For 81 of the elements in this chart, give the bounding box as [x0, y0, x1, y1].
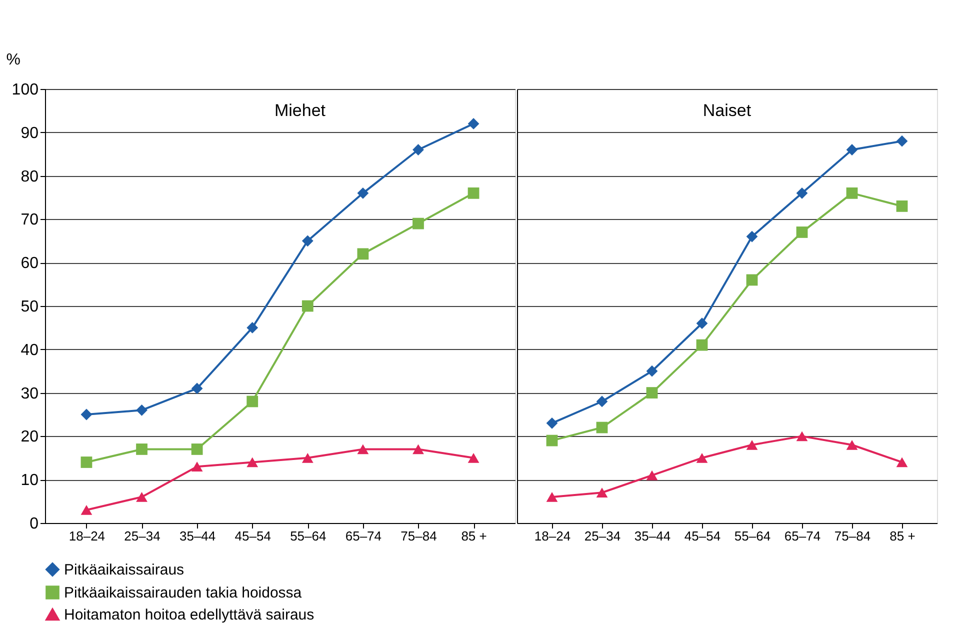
x-tick-label: 18–24 [534, 528, 571, 544]
point [646, 365, 658, 377]
point [796, 431, 808, 442]
y-tick-label: 70 [20, 212, 39, 229]
point [136, 404, 148, 416]
point [596, 422, 608, 434]
y-tick-label: 40 [20, 342, 39, 359]
point [246, 457, 258, 468]
y-axis-title: % [6, 52, 20, 68]
y-tick-label: 80 [20, 168, 39, 186]
x-tick-label: 45–54 [684, 528, 721, 544]
point [846, 144, 858, 156]
point [412, 144, 424, 156]
point [468, 187, 480, 199]
y-tick-label: 50 [20, 298, 39, 316]
point [696, 318, 708, 330]
x-tick-label: 65–74 [345, 528, 382, 544]
point [80, 505, 92, 515]
point [696, 452, 708, 463]
point [357, 248, 369, 260]
point [696, 339, 708, 351]
y-tick-label: 10 [20, 472, 39, 490]
point [246, 396, 258, 408]
point [191, 462, 203, 472]
point [546, 492, 558, 502]
y-tick-label: 0 [30, 516, 39, 532]
point [80, 408, 92, 420]
x-tick-label: 75–84 [400, 528, 437, 544]
text: Naiset [702, 101, 752, 120]
point [746, 274, 758, 286]
point [136, 444, 148, 455]
legend-label: Pitkäaikaissairaus [64, 562, 184, 578]
x-tick-label: 75–84 [834, 528, 871, 544]
point [596, 396, 608, 408]
point [546, 417, 558, 429]
point [796, 187, 808, 199]
point [302, 300, 314, 312]
point [846, 187, 858, 199]
legend-label: Hoitamaton hoitoa edellyttävä sairaus [64, 606, 314, 624]
x-tick-label: 35–44 [634, 528, 671, 544]
x-tick-label: 25–34 [124, 528, 160, 544]
point [846, 440, 858, 450]
x-tick-label: 85 + [461, 528, 487, 544]
x-tick-label: 25–34 [584, 528, 621, 544]
point [412, 444, 424, 454]
point [896, 457, 908, 468]
x-tick-label: 45–54 [234, 528, 271, 544]
point [546, 434, 558, 446]
point [191, 382, 203, 394]
x-tick-label: 35–44 [179, 528, 216, 544]
y-tick-label: 30 [20, 385, 39, 402]
point [357, 187, 369, 199]
point [796, 226, 808, 238]
point [896, 200, 908, 212]
x-tick-label: 55–64 [734, 528, 771, 544]
point [302, 452, 314, 463]
x-tick-label: 18–24 [68, 528, 106, 544]
point [468, 452, 480, 463]
point [357, 444, 369, 454]
y-tick-label: 20 [20, 428, 39, 446]
y-tick-label: 100 [12, 82, 39, 98]
point [191, 444, 203, 455]
text: Miehet [274, 101, 326, 120]
point [746, 230, 758, 242]
point [468, 118, 480, 130]
point [302, 235, 314, 247]
y-tick-label: 90 [20, 124, 39, 142]
point [746, 440, 758, 450]
point [646, 387, 658, 398]
point [596, 488, 608, 498]
point [136, 492, 148, 502]
y-tick-label: 60 [20, 255, 39, 272]
point [896, 135, 908, 147]
legend-label: Pitkäaikaissairauden takia hoidossa [64, 584, 302, 602]
point [246, 322, 258, 334]
x-tick-label: 65–74 [784, 528, 821, 544]
x-tick-label: 55–64 [290, 528, 326, 544]
x-tick-label: 85 + [890, 528, 916, 544]
point [80, 456, 92, 468]
point [412, 218, 424, 230]
point [646, 470, 658, 480]
